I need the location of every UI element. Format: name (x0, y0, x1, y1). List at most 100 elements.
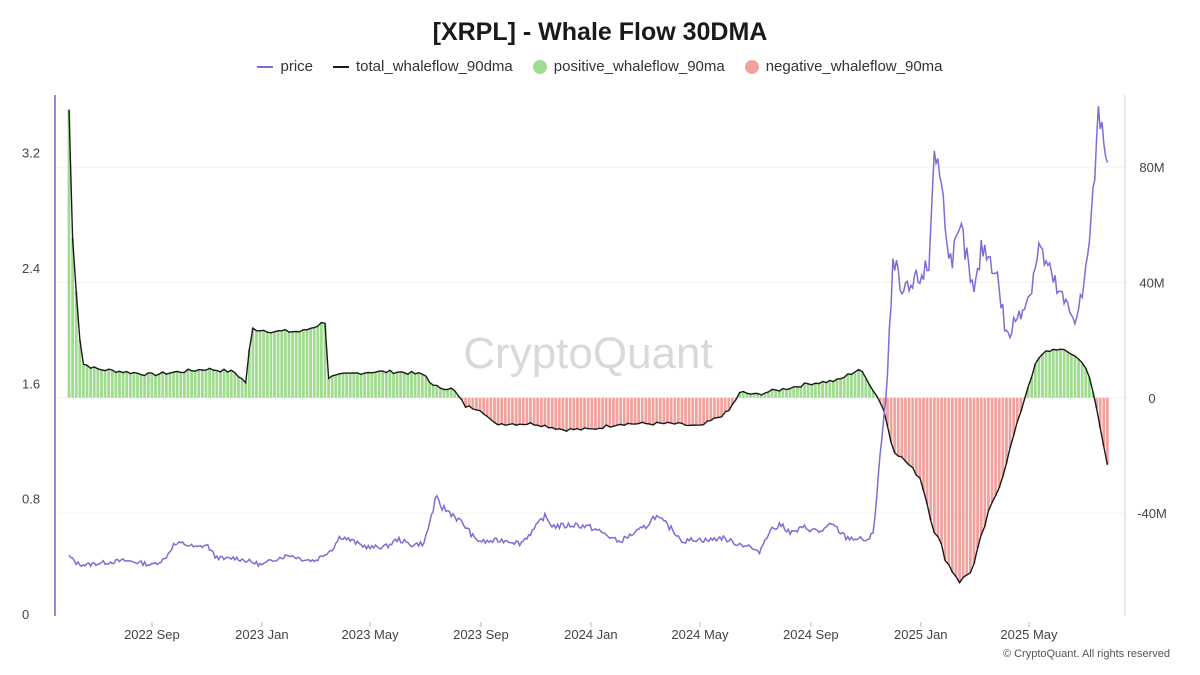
negative-whaleflow-bar (712, 397, 716, 419)
negative-whaleflow-bar (893, 397, 897, 453)
y-right-tick-label: 0 (1148, 391, 1155, 406)
negative-whaleflow-bar (575, 397, 579, 429)
negative-whaleflow-bar (954, 397, 958, 577)
positive-whaleflow-bar (406, 374, 410, 398)
positive-whaleflow-bar (1066, 351, 1070, 398)
x-tick-label: 2025 May (1000, 627, 1058, 642)
positive-whaleflow-bar (240, 378, 244, 398)
positive-whaleflow-bar (341, 373, 345, 398)
positive-whaleflow-bar (197, 369, 201, 398)
y-left-tick-label: 3.2 (22, 146, 40, 161)
whaleflow-bars (67, 109, 1109, 583)
right-axis-ticks: -40M 0 40M 80M (1137, 160, 1167, 521)
positive-whaleflow-bar (201, 369, 204, 398)
positive-whaleflow-bar (1059, 349, 1062, 398)
positive-whaleflow-bar (330, 375, 334, 398)
total-whaleflow-line[interactable] (68, 109, 1109, 585)
positive-whaleflow-bar (777, 390, 781, 398)
positive-whaleflow-bar (128, 373, 132, 398)
positive-whaleflow-bar (428, 382, 431, 398)
legend-item-price[interactable]: price (257, 58, 313, 75)
negative-whaleflow-bar (932, 397, 936, 533)
negative-whaleflow-bar (601, 397, 605, 429)
negative-whaleflow-bar (514, 397, 518, 426)
y-right-tick-label: -40M (1137, 506, 1167, 521)
negative-whaleflow-bar (994, 397, 998, 496)
positive-whaleflow-bar (273, 331, 276, 398)
negative-whaleflow-bar (1005, 397, 1008, 464)
positive-whaleflow-bar (89, 368, 93, 398)
positive-whaleflow-bar (828, 380, 832, 398)
negative-whaleflow-bar (983, 397, 987, 527)
positive-whaleflow-bar (388, 370, 392, 398)
negative-whaleflow-bar (482, 397, 486, 415)
negative-whaleflow-bar (900, 397, 904, 458)
positive-whaleflow-bar (186, 369, 190, 398)
negative-whaleflow-bar (586, 397, 590, 429)
y-right-tick-label: 80M (1139, 160, 1164, 175)
positive-whaleflow-bar (143, 375, 147, 398)
legend-swatch-price (257, 65, 274, 68)
negative-whaleflow-bar (579, 397, 583, 431)
negative-whaleflow-bar (911, 397, 915, 468)
negative-whaleflow-bar (644, 397, 648, 424)
positive-whaleflow-bar (741, 391, 745, 398)
negative-whaleflow-bar (990, 397, 994, 503)
x-tick-label: 2022 Sep (124, 627, 180, 642)
positive-whaleflow-bar (864, 377, 868, 398)
negative-whaleflow-bar (1098, 397, 1102, 428)
positive-whaleflow-bar (806, 383, 810, 398)
negative-whaleflow-bar (648, 397, 651, 424)
positive-whaleflow-bar (770, 389, 774, 398)
positive-whaleflow-bar (226, 372, 230, 398)
negative-whaleflow-bar (662, 397, 666, 424)
chart-title: [XRPL] - Whale Flow 30DMA (432, 18, 768, 46)
positive-whaleflow-bar (377, 371, 381, 398)
positive-whaleflow-bar (265, 332, 269, 398)
negative-whaleflow-bar (637, 397, 641, 424)
positive-whaleflow-bar (150, 373, 154, 398)
negative-whaleflow-bar (597, 397, 601, 429)
negative-whaleflow-bar (536, 397, 540, 426)
negative-whaleflow-bar (651, 397, 655, 426)
positive-whaleflow-bar (839, 378, 842, 398)
positive-whaleflow-bar (319, 322, 323, 398)
negative-whaleflow-bar (918, 397, 922, 478)
positive-whaleflow-bar (229, 370, 233, 398)
negative-whaleflow-bar (1001, 397, 1005, 477)
x-tick-label: 2023 May (342, 627, 400, 642)
negative-whaleflow-bar (889, 397, 893, 443)
negative-whaleflow-bar (503, 397, 507, 426)
positive-whaleflow-bar (168, 373, 172, 398)
negative-whaleflow-bar (878, 397, 882, 403)
negative-whaleflow-bar (561, 397, 565, 430)
positive-whaleflow-bar (767, 391, 770, 398)
negative-whaleflow-bar (489, 397, 493, 420)
price-line[interactable] (68, 106, 1109, 568)
positive-whaleflow-bar (442, 389, 446, 398)
negative-whaleflow-bar (568, 397, 572, 429)
negative-whaleflow-bar (518, 397, 522, 425)
positive-whaleflow-bar (164, 374, 168, 398)
negative-whaleflow-bar (669, 397, 673, 424)
positive-whaleflow-bar (1055, 350, 1059, 398)
negative-whaleflow-bar (493, 397, 496, 423)
positive-whaleflow-bar (215, 370, 219, 398)
positive-whaleflow-bar (413, 373, 417, 398)
positive-whaleflow-bar (1041, 354, 1044, 398)
negative-whaleflow-bar (705, 397, 709, 422)
positive-whaleflow-bar (792, 386, 796, 398)
negative-whaleflow-bar (630, 397, 633, 424)
negative-whaleflow-bar (471, 397, 475, 409)
positive-whaleflow-bar (233, 372, 237, 398)
negative-whaleflow-bar (925, 397, 929, 504)
positive-whaleflow-bar (1080, 362, 1084, 398)
legend-item-positive-whaleflow[interactable]: positive_whaleflow_90ma (532, 58, 725, 75)
positive-whaleflow-bar (420, 374, 424, 398)
legend-item-negative-whaleflow[interactable]: negative_whaleflow_90ma (744, 58, 943, 75)
legend-swatch-total-whaleflow (333, 65, 349, 68)
negative-whaleflow-bar (702, 397, 705, 425)
negative-whaleflow-bar (539, 397, 543, 427)
legend-item-total-whaleflow[interactable]: total_whaleflow_90dma (333, 58, 513, 75)
